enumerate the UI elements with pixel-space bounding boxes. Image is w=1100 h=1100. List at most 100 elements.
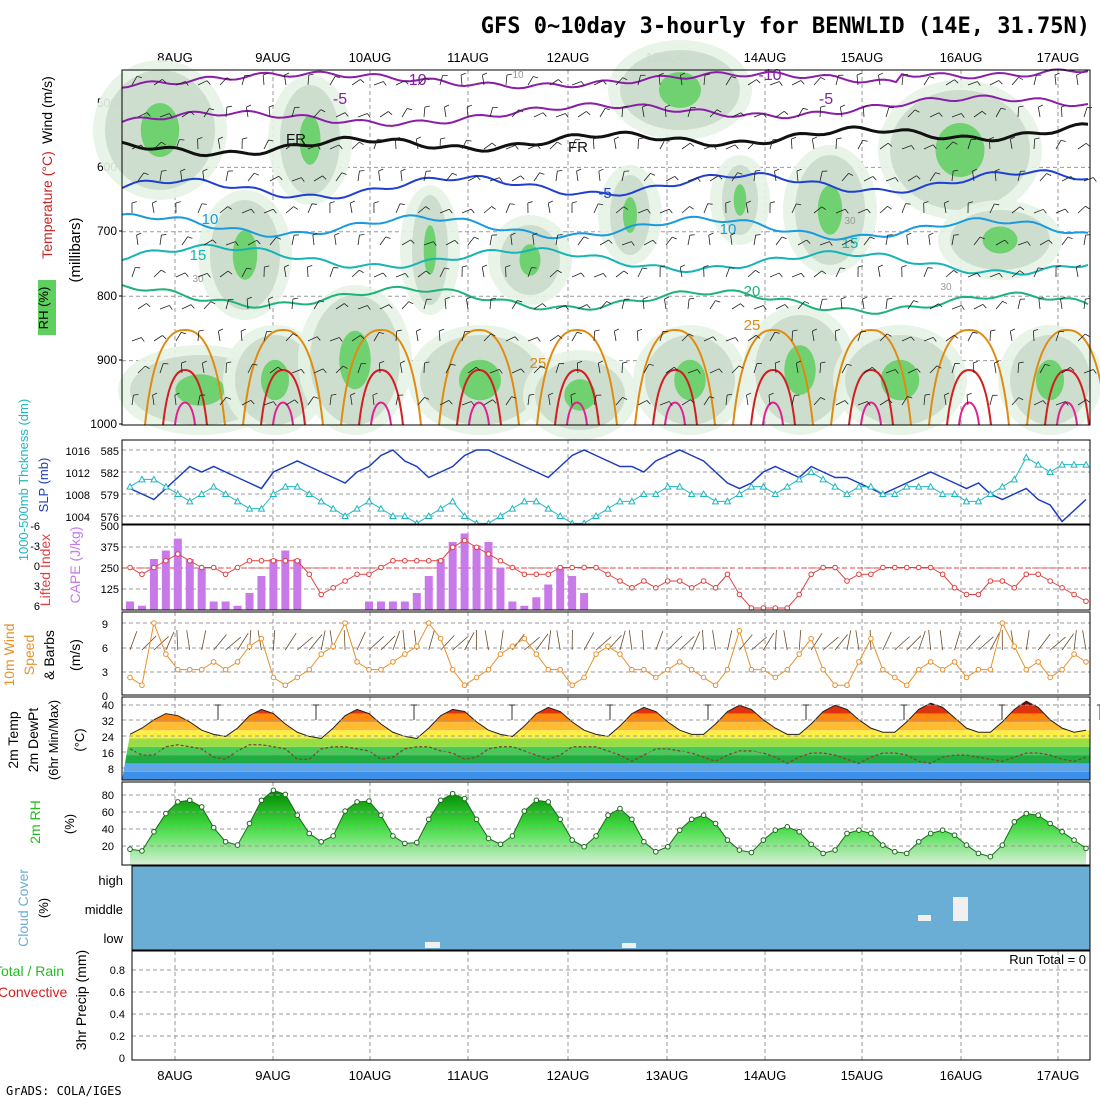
wind-barb-flag	[218, 136, 223, 140]
wind-barb	[373, 81, 384, 86]
wind-barb-flag	[491, 142, 497, 147]
wind-barb-flag	[689, 206, 694, 210]
wind-barb	[665, 366, 675, 374]
wind-barb-10m	[484, 630, 489, 651]
wind-barb-flag	[812, 328, 818, 332]
wind-barb-flag	[740, 112, 745, 117]
wind-barb-flag	[586, 304, 591, 309]
wind-barb	[571, 139, 576, 150]
li-tick: -3	[30, 541, 40, 553]
wind-barb	[841, 239, 851, 246]
wind-barb-flag	[642, 296, 648, 300]
li-line-marker	[342, 578, 348, 584]
rh-line-marker	[521, 808, 528, 814]
wind-barb-flag	[235, 241, 239, 246]
wind-barb	[621, 171, 625, 182]
wind-barb	[181, 111, 191, 118]
li-line-marker	[1047, 578, 1053, 584]
wind-barb	[923, 76, 930, 86]
wind-barb-flag	[935, 172, 941, 175]
rh-line-marker	[342, 808, 348, 814]
wind-barb-flag	[977, 81, 981, 86]
rh-line-marker	[903, 850, 910, 857]
rh-shade-green	[674, 359, 706, 401]
wind-barb	[131, 337, 142, 342]
wind-barb	[202, 171, 205, 182]
wind-barb	[621, 241, 632, 246]
wind-barb	[615, 206, 625, 214]
wind-barb-flag	[593, 137, 599, 140]
thickness-line-marker	[675, 482, 684, 490]
thickness-line-marker	[436, 504, 445, 512]
wind-barb-flag	[850, 239, 855, 244]
temp-contour-minus10	[121, 68, 1089, 90]
wind-barb	[1017, 171, 1021, 182]
rh-line-marker	[497, 841, 504, 848]
wind-barb	[885, 177, 896, 182]
wind-barb	[378, 171, 381, 182]
wind-barb-flag	[994, 203, 1000, 206]
wind-barb-flag	[989, 136, 995, 140]
thickness-line-marker	[998, 482, 1007, 490]
wind-barb	[269, 175, 279, 182]
wind-barb	[444, 299, 447, 310]
wind-barb	[769, 81, 780, 86]
wind-barb	[1033, 208, 1044, 214]
li-line-marker	[903, 564, 910, 571]
li-line-marker	[509, 564, 516, 571]
wind-barb-10m	[798, 630, 802, 651]
cape-bar	[520, 605, 529, 610]
wind-barb-flag	[162, 335, 167, 340]
li-line-marker	[915, 564, 922, 571]
wind-barb	[703, 203, 709, 214]
wind-barb	[863, 366, 873, 374]
wind-barb	[769, 332, 776, 342]
wind-barb-flag	[536, 144, 541, 150]
wind-barb	[241, 75, 246, 86]
wind-barb-flag	[533, 76, 539, 79]
wind-barb-flag	[952, 141, 958, 145]
wind-barb-flag	[571, 201, 577, 204]
wind-barb	[599, 301, 607, 310]
wind-speed-line-marker	[641, 666, 647, 673]
wind-barb-flag	[514, 336, 519, 341]
wind-barb-flag	[359, 141, 364, 146]
axis-label-2m-dewpt: 2m DewPt	[25, 708, 41, 773]
rh-line-marker	[366, 798, 372, 804]
wind-barb-flag	[268, 139, 274, 142]
wind-barb-flag	[583, 236, 589, 240]
wind-barb-10m	[213, 634, 227, 651]
wind-barb-flag	[407, 108, 413, 111]
wind-barb-flag	[604, 107, 610, 111]
cape-bar	[269, 559, 278, 610]
thickness-line-marker	[185, 497, 194, 505]
wind-barb-flag	[557, 234, 563, 236]
wind-barb-flag	[916, 368, 921, 373]
dewpoint-line	[129, 744, 1087, 765]
wind-speed-line-marker	[1059, 666, 1065, 673]
wind-barb-flag	[482, 264, 487, 268]
wind-barb-flag	[906, 232, 912, 236]
temp-contour-10	[121, 212, 1089, 241]
rh-line-marker	[569, 837, 575, 843]
wind-barb-flag	[961, 305, 965, 310]
rh-line-marker	[330, 833, 336, 839]
rh-line-marker	[844, 830, 850, 837]
wind-barb-flag	[557, 170, 563, 172]
contour-label: 25	[744, 317, 761, 334]
wind-barb	[461, 401, 472, 406]
wind-barb	[423, 107, 426, 118]
wind-barb-flag	[180, 168, 186, 172]
wind-barb-10m	[1082, 630, 1087, 651]
wind-barb-flag	[1085, 205, 1090, 210]
wind-barb-flag	[979, 236, 985, 240]
wind-barb	[400, 171, 403, 182]
rh-line-marker	[915, 838, 922, 845]
wind-barb-flag	[594, 329, 600, 332]
wind-barb-flag	[344, 303, 349, 308]
wind-barb-10m	[667, 635, 683, 651]
wind-barb	[395, 395, 399, 406]
wind-barb	[966, 395, 969, 406]
wind-speed-line-marker	[892, 674, 898, 681]
wind-barb	[203, 239, 213, 246]
